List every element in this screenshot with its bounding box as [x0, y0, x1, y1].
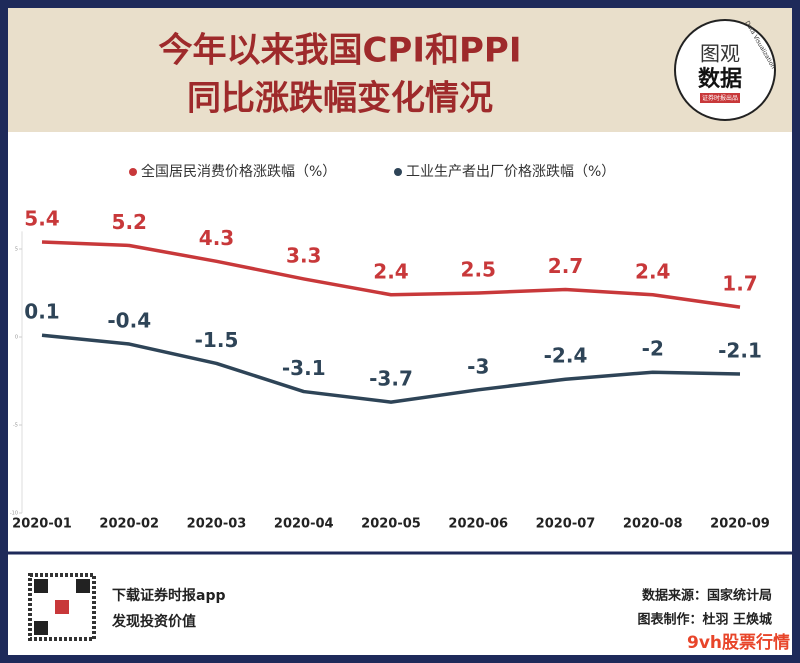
- y-tick-label: 5: [15, 247, 18, 253]
- data-label: -2.1: [718, 338, 762, 362]
- data-label: 2.5: [461, 258, 496, 282]
- watermark: 9vh股票行情: [687, 632, 790, 653]
- maker: 图表制作：杜羽 王焕城: [637, 612, 772, 628]
- x-tick-label: 2020-01: [12, 517, 72, 532]
- data-label: 5.4: [24, 206, 59, 230]
- y-tick-label: -10: [10, 511, 18, 517]
- data-label: -3.7: [369, 367, 413, 391]
- data-label: -0.4: [107, 309, 151, 333]
- footer-text: 下载证券时报app: [112, 587, 226, 604]
- title-line: 同比涨跌幅变化情况: [187, 79, 493, 119]
- source: 数据来源：国家统计局: [642, 588, 772, 604]
- data-label: 0.1: [24, 300, 59, 324]
- data-label: 2.4: [373, 259, 408, 283]
- y-tick-label: 0: [15, 335, 18, 341]
- footer-text: 发现投资价值: [111, 613, 196, 630]
- line: [41, 240, 741, 309]
- data-label: 3.3: [286, 243, 321, 267]
- x-tick-label: 2020-05: [361, 517, 421, 532]
- data-label: 1.7: [722, 272, 757, 296]
- x-tick-label: 2020-02: [99, 517, 159, 532]
- data-label: 4.3: [199, 226, 234, 250]
- data-label: -1.5: [195, 328, 239, 352]
- logo-text: 图观: [700, 42, 740, 66]
- data-label: 5.2: [112, 210, 147, 234]
- data-label: -2.4: [544, 344, 588, 368]
- x-tick-label: 2020-08: [623, 517, 683, 532]
- qr-code: [28, 573, 96, 641]
- legend-label: 工业生产者出厂价格涨跌幅（%）: [406, 164, 615, 180]
- data-label: 2.4: [635, 259, 670, 283]
- title-line: 今年以来我国CPI和PPI: [158, 31, 521, 71]
- x-tick-label: 2020-09: [710, 517, 770, 532]
- x-tick-label: 2020-06: [448, 517, 508, 532]
- x-tick-label: 2020-04: [274, 517, 334, 532]
- legend-marker: [394, 168, 402, 176]
- data-label: -2: [642, 337, 664, 361]
- data-label: -3.1: [282, 356, 326, 380]
- data-label: -3: [467, 354, 489, 378]
- x-tick-label: 2020-03: [187, 517, 247, 532]
- logo-tag-bg: [700, 93, 740, 103]
- logo-tag: 证券时报出品: [702, 94, 738, 102]
- x-tick-label: 2020-07: [536, 517, 596, 532]
- y-tick-label: -5: [13, 423, 18, 429]
- line: [41, 333, 741, 404]
- header-bg: [8, 8, 792, 132]
- logo-text: 数据: [698, 66, 742, 92]
- data-label: 2.7: [548, 254, 583, 278]
- legend-marker: [129, 168, 137, 176]
- legend-label: 全国居民消费价格涨跌幅（%）: [141, 163, 336, 180]
